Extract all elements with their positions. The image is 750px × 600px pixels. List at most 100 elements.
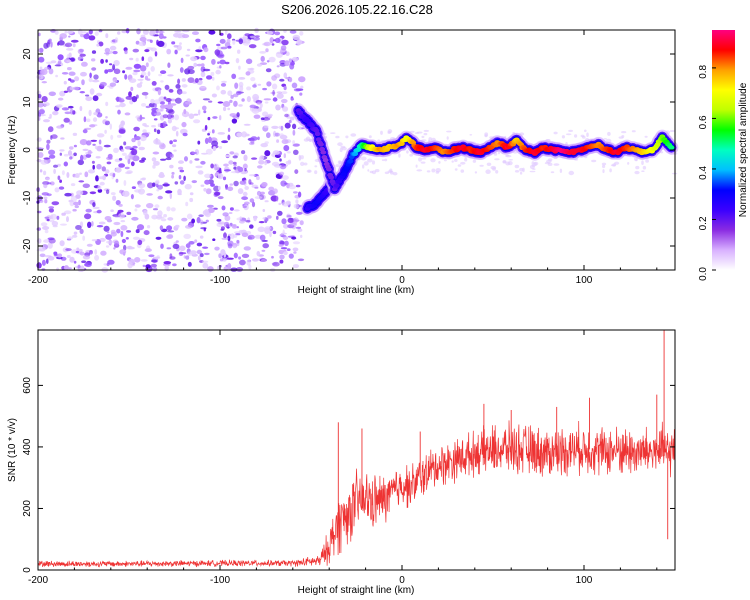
- noise-speckle: [89, 88, 95, 95]
- colorbar-ticks: 0.0 0.2 0.4 0.6 0.8: [698, 64, 716, 281]
- noise-speckle: [154, 181, 160, 184]
- noise-speckle: [124, 112, 131, 116]
- noise-speckle: [105, 121, 108, 126]
- snr-line: [37, 420, 676, 568]
- noise-speckle: [229, 207, 234, 211]
- noise-speckle: [64, 42, 73, 48]
- noise-speckle: [86, 140, 92, 146]
- noise-speckle: [203, 110, 207, 114]
- noise-speckle: [134, 257, 141, 263]
- noise-speckle: [257, 165, 263, 169]
- noise-speckle: [160, 80, 164, 83]
- noise-speckle: [261, 182, 268, 187]
- noise-speckle: [124, 49, 128, 55]
- noise-speckle: [46, 218, 50, 222]
- noise-speckle: [260, 258, 267, 262]
- noise-speckle: [253, 215, 257, 222]
- noise-speckle: [299, 31, 304, 36]
- noise-speckle: [191, 152, 198, 154]
- noise-speckle: [146, 203, 154, 209]
- noise-speckle: [138, 188, 145, 195]
- noise-speckle: [279, 78, 285, 82]
- noise-speckle: [431, 168, 436, 173]
- noise-speckle: [128, 91, 132, 97]
- noise-speckle: [285, 200, 291, 205]
- noise-speckle: [249, 224, 254, 229]
- noise-speckle: [502, 160, 507, 164]
- noise-speckle: [420, 161, 426, 164]
- noise-speckle: [120, 220, 126, 223]
- noise-speckle: [289, 222, 297, 226]
- noise-speckle: [122, 190, 130, 197]
- noise-speckle: [262, 209, 266, 212]
- noise-speckle: [79, 91, 86, 94]
- noise-speckle: [189, 197, 194, 203]
- noise-speckle: [81, 31, 87, 34]
- noise-speckle: [191, 218, 196, 224]
- noise-speckle: [283, 85, 287, 91]
- noise-speckle: [152, 256, 161, 259]
- noise-speckle: [237, 49, 241, 54]
- noise-speckle: [204, 137, 209, 144]
- noise-speckle: [261, 249, 266, 252]
- noise-speckle: [203, 188, 207, 192]
- noise-speckle: [284, 122, 291, 129]
- noise-speckle: [48, 154, 56, 159]
- noise-speckle: [258, 156, 263, 162]
- noise-speckle: [142, 29, 149, 35]
- noise-speckle: [601, 162, 607, 166]
- noise-speckle: [68, 71, 76, 76]
- noise-speckle: [92, 202, 96, 208]
- noise-speckle: [106, 240, 114, 244]
- noise-speckle: [166, 247, 172, 250]
- noise-speckle: [387, 129, 393, 134]
- noise-speckle: [256, 63, 263, 67]
- ridge-point: [314, 131, 321, 137]
- noise-speckle: [237, 188, 244, 195]
- noise-speckle: [340, 145, 346, 149]
- noise-speckle: [166, 234, 174, 239]
- noise-speckle: [217, 101, 224, 104]
- noise-speckle: [635, 158, 638, 162]
- noise-speckle: [53, 164, 58, 168]
- noise-speckle: [262, 243, 270, 249]
- noise-speckle: [173, 149, 177, 152]
- noise-speckle: [212, 238, 216, 241]
- noise-speckle: [285, 160, 292, 165]
- noise-speckle: [154, 51, 158, 57]
- noise-speckle: [283, 145, 290, 152]
- spectrogram-y-tick-label: -10: [22, 190, 33, 205]
- noise-speckle: [293, 251, 297, 254]
- noise-speckle: [147, 56, 153, 63]
- noise-speckle: [150, 263, 157, 268]
- noise-speckle: [479, 164, 484, 167]
- noise-speckle: [45, 177, 50, 181]
- noise-speckle: [48, 91, 56, 97]
- noise-speckle: [54, 187, 60, 193]
- noise-speckle: [47, 126, 54, 133]
- noise-speckle: [211, 129, 215, 134]
- noise-speckle: [454, 159, 458, 162]
- noise-speckle: [189, 192, 194, 196]
- noise-speckle: [124, 74, 128, 80]
- noise-speckle: [264, 101, 269, 104]
- noise-speckle: [269, 37, 274, 44]
- noise-speckle: [169, 192, 172, 200]
- noise-speckle: [200, 55, 206, 61]
- noise-speckle: [82, 254, 91, 260]
- noise-speckle: [90, 139, 98, 142]
- noise-speckle: [171, 174, 175, 179]
- noise-speckle: [151, 259, 158, 263]
- noise-speckle: [266, 30, 274, 35]
- noise-speckle: [227, 90, 233, 96]
- noise-speckle: [283, 251, 288, 256]
- noise-speckle: [150, 47, 157, 52]
- noise-speckle: [245, 220, 251, 223]
- noise-speckle: [37, 152, 44, 158]
- noise-speckle: [171, 171, 175, 175]
- noise-speckle: [140, 71, 147, 76]
- noise-speckle: [165, 157, 172, 161]
- noise-speckle: [162, 121, 167, 128]
- noise-speckle: [158, 73, 163, 77]
- noise-speckle: [284, 240, 289, 246]
